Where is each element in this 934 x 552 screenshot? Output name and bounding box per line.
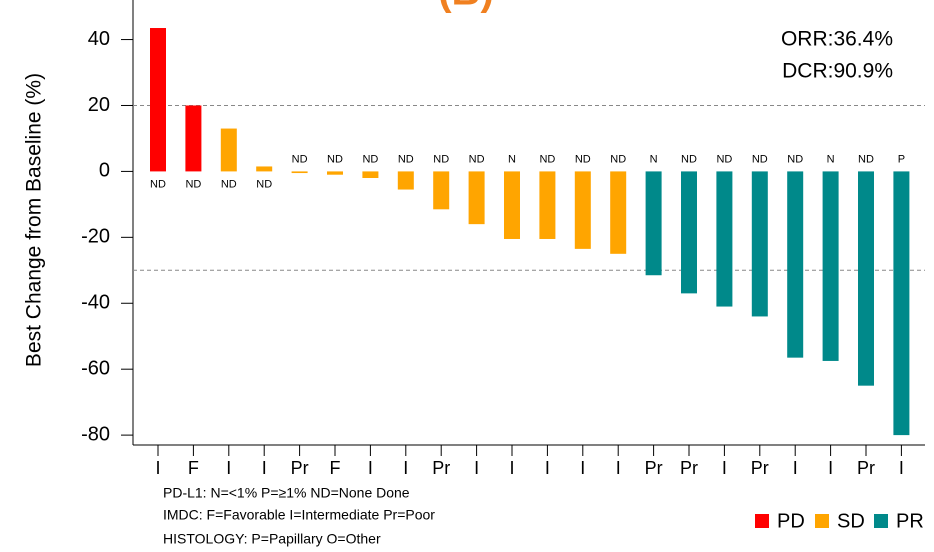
- legend-label: PD: [777, 510, 805, 532]
- bar: [362, 171, 379, 178]
- pd-l1-label: ND: [362, 153, 378, 165]
- bar: [751, 171, 768, 317]
- bar: [858, 171, 874, 386]
- y-axis-label: Best Change from Baseline (%): [23, 73, 46, 367]
- x-tick-label: I: [403, 458, 408, 478]
- bar: [291, 171, 308, 174]
- bar: [433, 171, 450, 210]
- x-tick-label: I: [793, 458, 798, 478]
- annotation: DCR:90.9%: [782, 60, 893, 83]
- bar: [645, 171, 662, 276]
- pd-l1-label: ND: [716, 153, 732, 165]
- pd-l1-label: ND: [150, 178, 166, 190]
- y-tick-label: -40: [81, 292, 110, 314]
- bar: [397, 171, 414, 190]
- bar: [327, 171, 343, 175]
- x-tick-label: I: [226, 458, 231, 478]
- x-tick-label: I: [899, 458, 904, 478]
- x-tick-label: Pr: [291, 458, 309, 478]
- annotation: ORR:36.4%: [781, 28, 893, 51]
- pd-l1-label: ND: [752, 153, 768, 165]
- bar: [220, 128, 237, 172]
- x-tick-label: Pr: [432, 458, 450, 478]
- pd-l1-label: ND: [610, 153, 626, 165]
- x-tick-label: I: [722, 458, 727, 478]
- x-tick-label: I: [474, 458, 479, 478]
- pd-l1-label: ND: [539, 153, 555, 165]
- x-tick-label: F: [188, 458, 199, 478]
- pd-l1-label: ND: [433, 153, 449, 165]
- pd-l1-label: N: [827, 153, 835, 165]
- bar: [610, 171, 627, 254]
- y-tick-label: -60: [81, 357, 110, 379]
- footnote: PD-L1: N=<1% P=≥1% ND=None Done: [163, 485, 410, 501]
- bar: [787, 171, 804, 358]
- bar: [574, 171, 591, 249]
- x-tick-label: F: [330, 458, 341, 478]
- bar: [681, 171, 697, 294]
- pd-l1-label: ND: [292, 153, 308, 165]
- y-tick-label: 40: [88, 28, 110, 50]
- x-tick-label: Pr: [645, 458, 663, 478]
- footnote: HISTOLOGY: P=Papillary O=Other: [163, 531, 381, 547]
- x-tick-label: I: [368, 458, 373, 478]
- bar: [716, 171, 733, 307]
- bar: [504, 171, 520, 239]
- pd-l1-label: N: [650, 153, 658, 165]
- x-tick-label: I: [509, 458, 514, 478]
- bar: [539, 171, 556, 239]
- bar: [150, 28, 166, 172]
- pd-l1-label: ND: [398, 153, 414, 165]
- legend-label: SD: [837, 510, 865, 532]
- x-tick-label: I: [580, 458, 585, 478]
- pd-l1-label: N: [508, 153, 516, 165]
- x-tick-label: I: [155, 458, 160, 478]
- legend-swatch: [755, 514, 769, 528]
- chart-title: (B): [438, 0, 494, 14]
- x-tick-label: I: [616, 458, 621, 478]
- y-tick-label: -80: [81, 423, 110, 445]
- x-tick-label: I: [545, 458, 550, 478]
- bar: [893, 171, 910, 436]
- footnote: IMDC: F=Favorable I=Intermediate Pr=Poor: [163, 507, 435, 523]
- x-tick-label: I: [828, 458, 833, 478]
- pd-l1-label: ND: [681, 153, 697, 165]
- bar: [468, 171, 485, 225]
- y-tick-label: 20: [88, 94, 110, 116]
- legend-swatch: [874, 514, 888, 528]
- pd-l1-label: ND: [858, 153, 874, 165]
- pd-l1-label: ND: [185, 178, 201, 190]
- x-tick-label: Pr: [680, 458, 698, 478]
- y-tick-label: 0: [99, 160, 110, 182]
- x-tick-label: Pr: [751, 458, 769, 478]
- pd-l1-label: ND: [469, 153, 485, 165]
- pd-l1-label: ND: [575, 153, 591, 165]
- bar: [256, 166, 273, 172]
- pd-l1-label: ND: [221, 178, 237, 190]
- bar: [822, 171, 839, 361]
- pd-l1-label: ND: [256, 178, 272, 190]
- bar: [185, 105, 202, 172]
- legend-swatch: [815, 514, 829, 528]
- x-tick-label: I: [262, 458, 267, 478]
- pd-l1-label: P: [898, 153, 905, 165]
- x-tick-label: Pr: [857, 458, 875, 478]
- legend-label: PR: [896, 510, 924, 532]
- pd-l1-label: ND: [327, 153, 343, 165]
- y-tick-label: -20: [81, 226, 110, 248]
- pd-l1-label: ND: [787, 153, 803, 165]
